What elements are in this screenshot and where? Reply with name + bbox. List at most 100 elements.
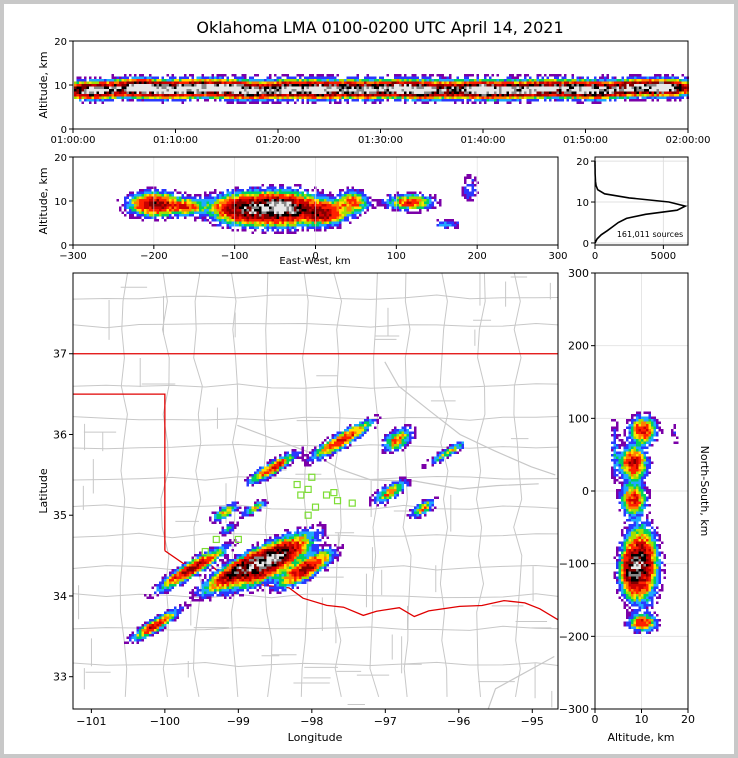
time-height-cell [479, 99, 482, 102]
time-height-cell [136, 86, 139, 89]
ew-height-cell [464, 181, 467, 184]
time-height-cell [179, 86, 182, 89]
plan-view-cell [331, 454, 334, 457]
ew-height-cell [306, 189, 309, 192]
time-height-cell [551, 84, 554, 87]
time-height-cell [199, 86, 202, 89]
plan-view-cell [379, 491, 382, 494]
plan-view-cell [341, 439, 344, 442]
ew-height-cell [239, 224, 242, 227]
ew-height-cell [204, 219, 207, 222]
time-height-cell [474, 79, 477, 82]
time-height-cell [466, 96, 469, 99]
plan-view-cell [254, 479, 257, 482]
time-height-cell [246, 79, 249, 82]
time-height-cell [161, 81, 164, 84]
time-height-cell [224, 89, 227, 92]
time-height-density [74, 74, 689, 104]
ew-height-cell [206, 201, 209, 204]
plan-view-cell [269, 469, 272, 472]
ew-height-cell [201, 206, 204, 209]
plan-view-cell [219, 509, 222, 512]
ew-height-cell [339, 196, 342, 199]
time-height-cell [621, 84, 624, 87]
plan-view-cell [281, 466, 284, 469]
time-height-cell [644, 99, 647, 102]
plan-view-cell [289, 531, 292, 534]
time-height-cell [609, 99, 612, 102]
ew-height-cell [194, 216, 197, 219]
ew-height-cell [424, 204, 427, 207]
ew-height-cell [201, 201, 204, 204]
ew-height-cell [301, 221, 304, 224]
time-height-cell [244, 79, 247, 82]
time-height-cell [351, 84, 354, 87]
time-height-cell [619, 91, 622, 94]
time-height-cell [164, 79, 167, 82]
time-height-cell [199, 76, 202, 79]
ew-height-cell [216, 224, 219, 227]
time-height-cell [476, 89, 479, 92]
ew-height-cell [164, 191, 167, 194]
ew-height-cell [164, 214, 167, 217]
time-height-cell [411, 96, 414, 99]
ew-height-cell [166, 201, 169, 204]
time-height-cell [486, 89, 489, 92]
time-height-cell [274, 94, 277, 97]
plan-view-cell [399, 441, 402, 444]
time-height-cell [304, 91, 307, 94]
ew-height-cell [234, 186, 237, 189]
time-height-cell [411, 91, 414, 94]
ew-height-cell [251, 219, 254, 222]
ew-height-cell [341, 209, 344, 212]
time-height-cell [624, 91, 627, 94]
ew-height-cell [416, 206, 419, 209]
time-height-cell [574, 89, 577, 92]
time-height-cell [209, 96, 212, 99]
plan-view-cell [304, 461, 307, 464]
time-height-cell [379, 91, 382, 94]
ew-height-cell [206, 199, 209, 202]
time-height-cell [214, 89, 217, 92]
plan-view-cell [266, 461, 269, 464]
plan-view-cell [319, 459, 322, 462]
time-height-cell [401, 86, 404, 89]
ew-height-cell [189, 214, 192, 217]
time-height-cell [681, 84, 684, 87]
time-height-cell [154, 91, 157, 94]
time-height-cell [516, 84, 519, 87]
ew-height-cell [261, 191, 264, 194]
ew-height-cell [306, 199, 309, 202]
plan-view-cell [296, 526, 299, 529]
time-height-cell [556, 99, 559, 102]
time-height-cell [629, 86, 632, 89]
ew-height-cell [261, 204, 264, 207]
time-height-cell [286, 99, 289, 102]
time-height-cell [534, 89, 537, 92]
time-height-cell [619, 96, 622, 99]
time-height-cell [471, 94, 474, 97]
ew-height-cell [234, 189, 237, 192]
ew-height-cell [341, 196, 344, 199]
time-height-cell [294, 79, 297, 82]
plan-view-cell [319, 531, 322, 534]
time-height-cell [226, 96, 229, 99]
ew-height-cell [461, 186, 464, 189]
time-height-cell [296, 74, 299, 77]
ew-height-cell [391, 199, 394, 202]
ew-height-cell [376, 204, 379, 207]
time-height-cell [571, 96, 574, 99]
time-height-cell [309, 86, 312, 89]
plan-view-cell [344, 441, 347, 444]
time-height-cell [191, 84, 194, 87]
ew-height-cell [129, 204, 132, 207]
plan-view-cell [394, 446, 397, 449]
ew-height-cell [256, 191, 259, 194]
time-height-cell [536, 76, 539, 79]
plan-view-cell [396, 431, 399, 434]
plan-view-cell [336, 439, 339, 442]
plan-view-cell [454, 451, 457, 454]
plan-view-cell [384, 496, 387, 499]
county-line [475, 273, 486, 697]
time-height-cell [501, 91, 504, 94]
